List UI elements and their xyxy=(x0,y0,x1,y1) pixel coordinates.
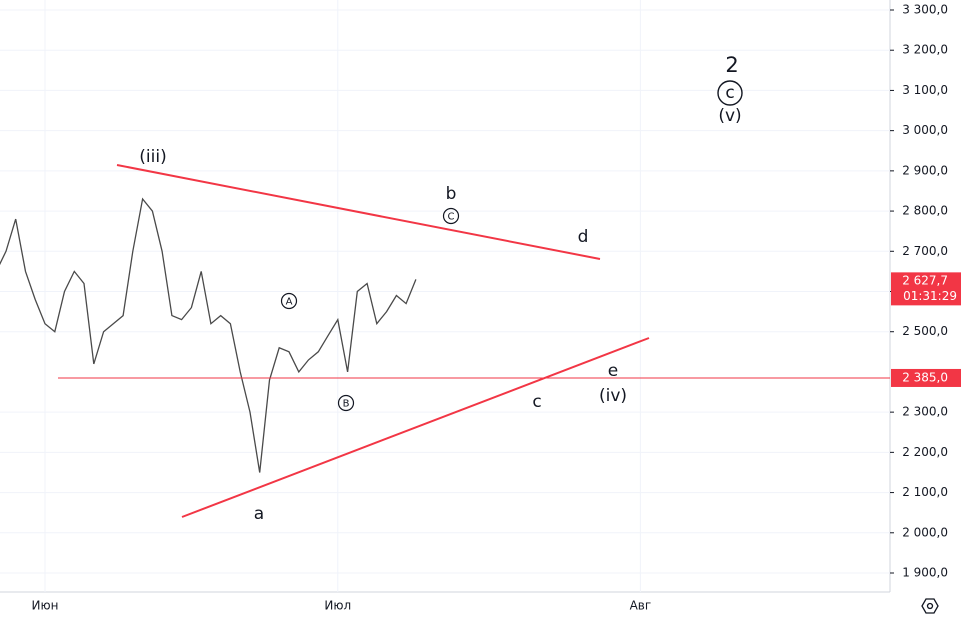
wave-label: (iv) xyxy=(599,386,627,406)
level-label: 2 385,0 xyxy=(902,370,948,384)
wave-label: A xyxy=(286,297,293,308)
y-tick-label: 2 000,0 xyxy=(902,525,948,539)
y-tick-label: 2 500,0 xyxy=(902,324,948,338)
annotation-circle xyxy=(280,292,298,310)
trend-line xyxy=(116,164,601,260)
annotation-circle xyxy=(337,394,355,412)
last-price-label: 2 627,7 xyxy=(902,273,948,287)
wave-label: a xyxy=(254,504,264,524)
wave-label: e xyxy=(608,361,618,381)
level-label-bg xyxy=(891,368,961,387)
y-tick-label: 2 300,0 xyxy=(902,405,948,419)
x-tick-label: Июн xyxy=(32,599,59,613)
y-tick-label: 2 200,0 xyxy=(902,445,948,459)
wave-label: c xyxy=(532,392,541,412)
wave-label: B xyxy=(343,399,350,410)
annotation-circle xyxy=(442,207,460,225)
price-line xyxy=(0,197,417,473)
wave-label: c xyxy=(725,83,734,103)
wave-label: 2 xyxy=(725,53,738,77)
wave-label: d xyxy=(578,227,589,247)
wave-label: (iii) xyxy=(139,147,166,167)
annotation-circle xyxy=(717,80,743,106)
y-tick-label: 2 700,0 xyxy=(902,244,948,258)
y-tick-label: 3 000,0 xyxy=(902,123,948,137)
x-tick-label: Авг xyxy=(630,599,652,613)
wave-label: C xyxy=(448,212,455,223)
settings-icon[interactable] xyxy=(921,598,939,614)
countdown-label: 01:31:29 xyxy=(903,289,957,303)
grid xyxy=(0,0,890,592)
y-tick-label: 3 300,0 xyxy=(902,3,948,17)
wave-label: (v) xyxy=(718,106,741,126)
y-tick-label: 3 100,0 xyxy=(902,83,948,97)
y-tick-label: 2 100,0 xyxy=(902,485,948,499)
y-tick-label: 2 800,0 xyxy=(902,204,948,218)
y-tick-label: 2 900,0 xyxy=(902,163,948,177)
x-tick-label: Июл xyxy=(324,599,351,613)
last-price-bg xyxy=(891,272,961,306)
trend-line xyxy=(181,337,650,518)
y-tick-label: 1 900,0 xyxy=(902,566,948,580)
wave-label: b xyxy=(446,184,457,204)
y-tick-label: 3 200,0 xyxy=(902,43,948,57)
